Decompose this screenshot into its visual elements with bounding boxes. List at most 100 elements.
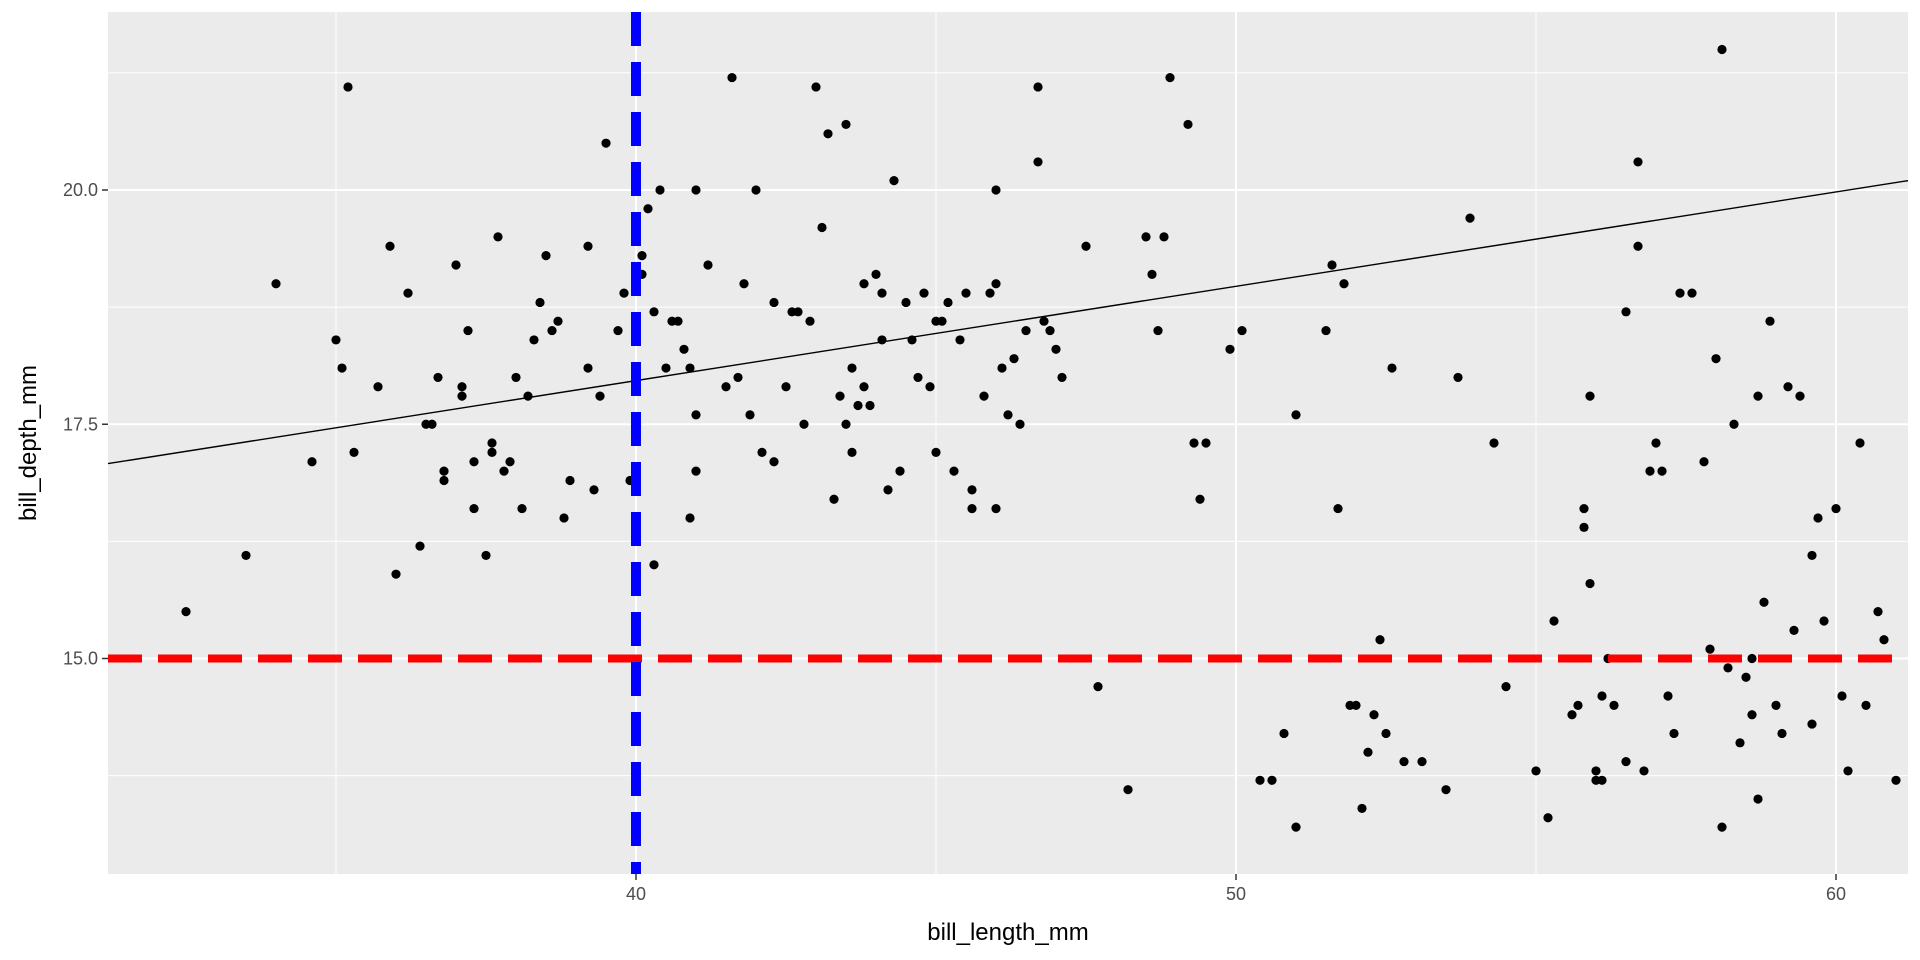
data-point <box>1795 391 1805 401</box>
data-point <box>751 185 761 195</box>
data-point <box>1057 372 1067 383</box>
data-point <box>961 288 971 298</box>
data-point <box>1891 775 1901 785</box>
data-point <box>1717 44 1727 55</box>
data-point <box>913 372 923 383</box>
data-point <box>1735 738 1745 748</box>
data-point <box>1123 785 1133 795</box>
data-point <box>1567 710 1577 720</box>
data-point <box>505 457 515 467</box>
data-point <box>1855 438 1865 448</box>
data-point <box>1639 766 1649 776</box>
data-point <box>1783 382 1793 392</box>
data-point <box>847 363 857 373</box>
y-tick-label: 15.0 <box>63 649 98 669</box>
data-point <box>1747 653 1757 664</box>
data-point <box>457 391 467 401</box>
data-point <box>673 316 683 326</box>
data-point <box>691 410 701 420</box>
data-point <box>547 325 557 336</box>
y-axis-title: bill_depth_mm <box>15 365 42 521</box>
data-point <box>919 288 929 298</box>
x-tick-label: 40 <box>626 884 646 904</box>
data-point <box>949 466 959 476</box>
data-point <box>1597 775 1607 785</box>
data-point <box>1327 260 1337 270</box>
data-point <box>1771 700 1781 710</box>
data-point <box>1573 700 1583 710</box>
data-point <box>1159 232 1169 242</box>
data-point <box>661 363 671 373</box>
data-point <box>655 185 665 195</box>
data-point <box>967 485 977 495</box>
data-point <box>1753 391 1763 401</box>
data-point <box>1753 794 1763 804</box>
data-point <box>529 335 539 345</box>
data-point <box>1747 710 1757 720</box>
data-point <box>1225 344 1235 354</box>
data-point <box>1741 672 1751 682</box>
data-point <box>679 344 689 354</box>
x-tick-label: 60 <box>1826 884 1846 904</box>
x-tick-label: 50 <box>1226 884 1246 904</box>
data-point <box>463 325 473 336</box>
data-point <box>1543 813 1553 823</box>
data-point <box>1861 700 1871 710</box>
data-point <box>469 503 479 514</box>
data-point <box>859 382 869 392</box>
data-point <box>1579 522 1589 532</box>
data-point <box>1051 344 1061 354</box>
data-point <box>433 372 443 383</box>
data-point <box>955 335 965 345</box>
data-point <box>1723 663 1733 673</box>
data-point <box>841 419 851 429</box>
data-point <box>1843 766 1853 776</box>
data-point <box>1321 325 1331 336</box>
data-point <box>685 513 695 523</box>
data-point <box>1237 325 1247 336</box>
data-point <box>991 503 1001 514</box>
data-point <box>1039 316 1049 326</box>
data-point <box>535 297 545 308</box>
data-point <box>1549 616 1559 626</box>
data-point <box>391 569 401 579</box>
data-point <box>757 447 767 457</box>
data-point <box>1255 775 1265 785</box>
data-point <box>649 560 659 570</box>
data-point <box>997 363 1007 373</box>
data-point <box>1645 466 1655 476</box>
data-point <box>307 457 317 467</box>
data-point <box>1585 391 1595 401</box>
data-point <box>1663 691 1673 701</box>
data-point <box>1717 822 1727 832</box>
data-point <box>1777 728 1787 739</box>
data-point <box>493 232 503 242</box>
data-point <box>481 550 491 561</box>
data-point <box>1531 766 1541 776</box>
data-point <box>1357 803 1367 814</box>
data-point <box>1339 279 1349 289</box>
data-point <box>727 72 737 83</box>
data-point <box>1267 775 1277 785</box>
data-point <box>799 419 809 429</box>
data-point <box>343 82 353 92</box>
data-point <box>553 316 563 326</box>
data-point <box>637 251 647 261</box>
data-point <box>241 550 251 561</box>
data-point <box>877 288 887 298</box>
data-point <box>1165 72 1175 83</box>
data-point <box>439 466 449 476</box>
data-point <box>1363 747 1373 757</box>
data-point <box>1675 288 1685 298</box>
data-point <box>1291 410 1301 420</box>
data-point <box>1765 316 1775 326</box>
y-axis: 15.0 17.5 20.0 <box>63 180 108 669</box>
data-point <box>1501 682 1511 692</box>
data-point <box>829 494 839 504</box>
data-point <box>811 82 821 92</box>
data-point <box>1033 157 1043 167</box>
data-point <box>1711 354 1721 364</box>
data-point <box>1579 503 1589 514</box>
data-point <box>1807 719 1817 729</box>
data-point <box>1729 419 1739 429</box>
